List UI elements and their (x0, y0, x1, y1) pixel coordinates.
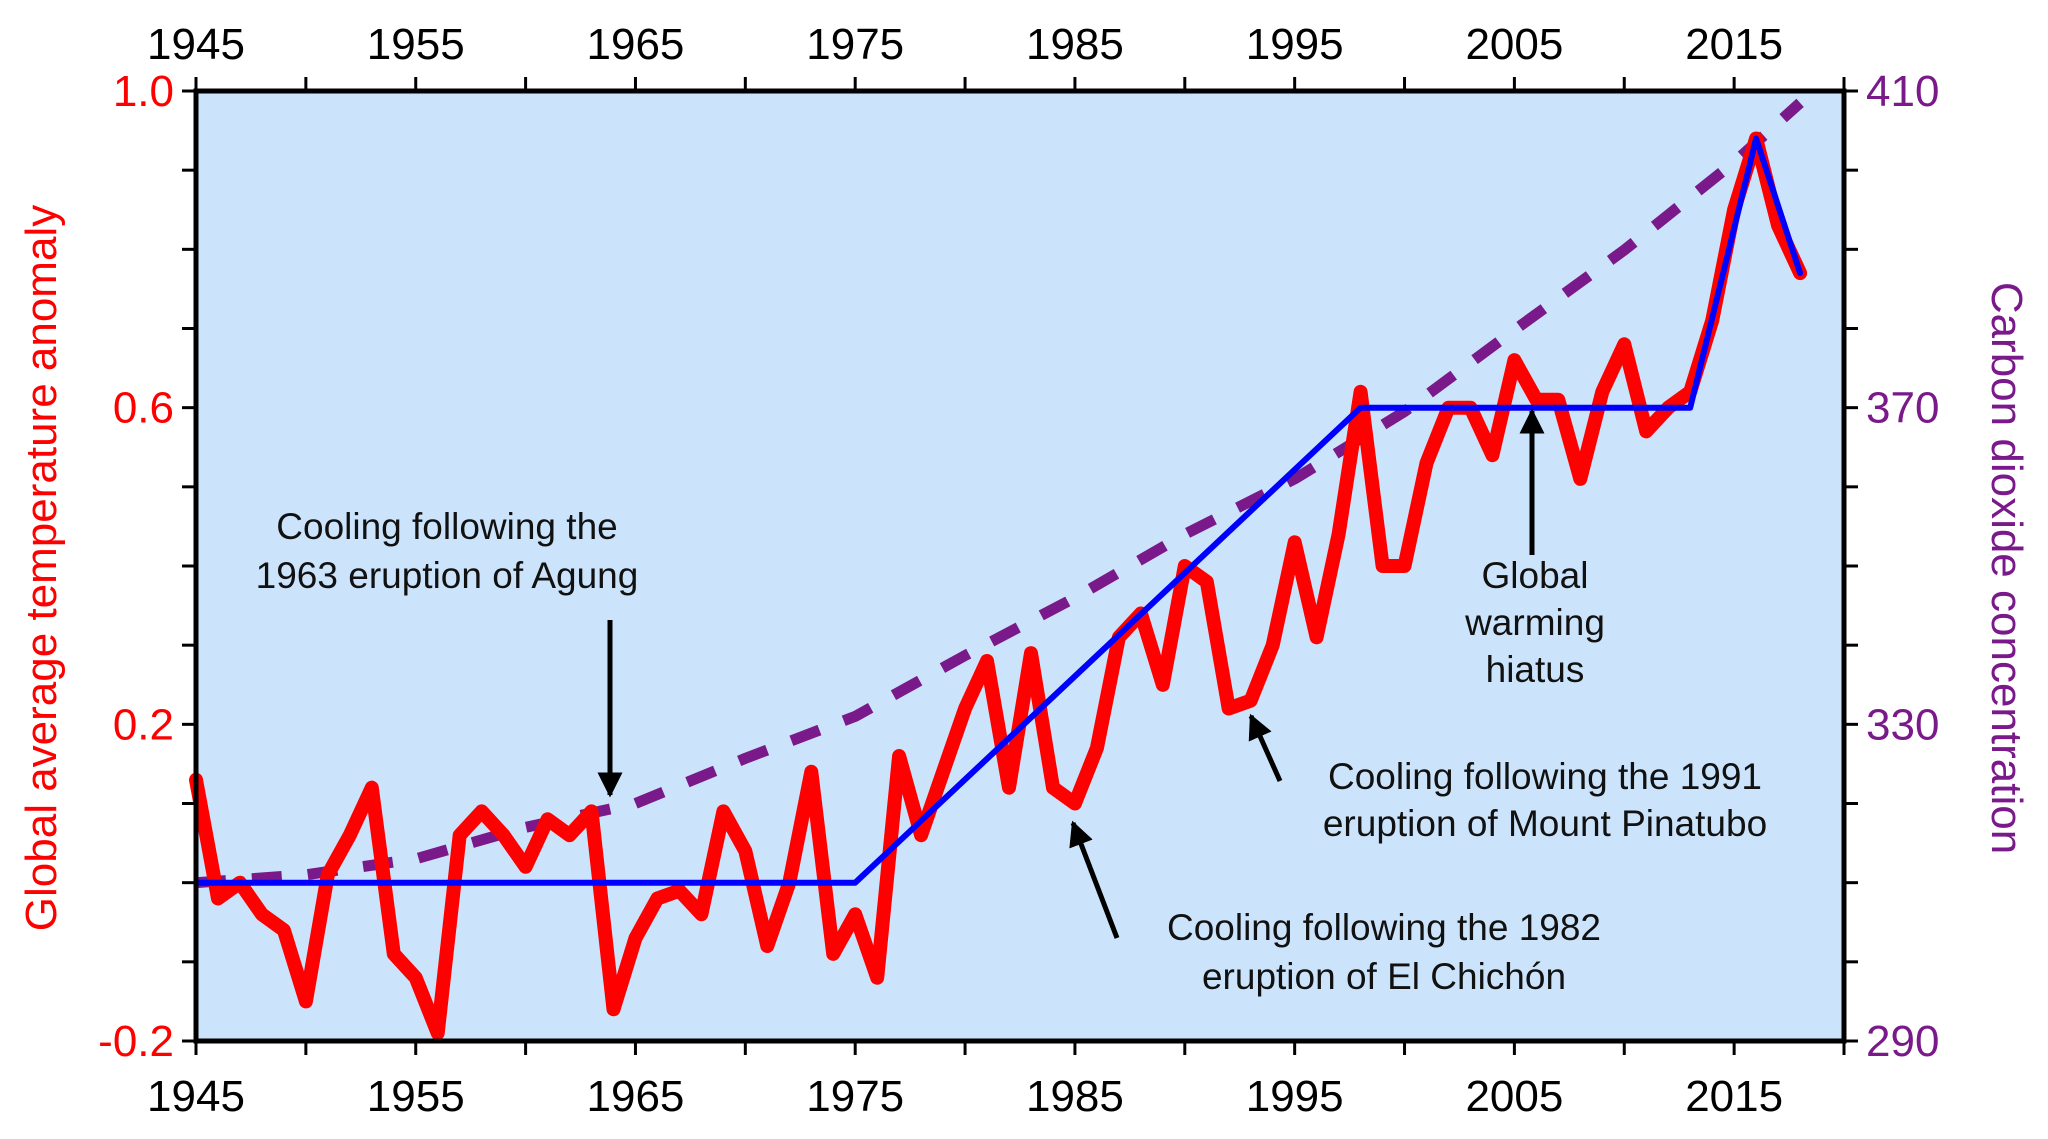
annotation-el-chichon-arrow (1069, 820, 1120, 939)
annotation-pinatubo-arrow (1248, 713, 1283, 783)
x-tick-label-top: 1995 (1246, 20, 1344, 69)
x-tick-label-top: 1985 (1026, 20, 1124, 69)
y-tick-label-right: 370 (1866, 384, 1939, 433)
annotation-el-chichon-text: Cooling following the 1982 (1167, 907, 1601, 948)
y-tick-label-left: -0.2 (98, 1017, 174, 1066)
y-tick-label-left: 1.0 (113, 67, 174, 116)
x-tick-label-top: 2005 (1465, 20, 1563, 69)
y-tick-label-right: 290 (1866, 1017, 1939, 1066)
annotation-agung-text: Cooling following the (276, 506, 617, 547)
y-axis-title-left: Global average temperature anomaly (17, 205, 66, 931)
annotation-el-chichon-text: eruption of El Chichón (1202, 956, 1566, 997)
x-tick-label-bottom: 1965 (587, 1072, 685, 1121)
series-co2-line (195, 98, 1804, 889)
x-tick-label-top: 1955 (367, 20, 465, 69)
x-tick-label-bottom: 1995 (1246, 1072, 1344, 1121)
annotations-layer: Cooling following the 1963 eruption of Ag… (256, 408, 1767, 997)
x-tick-label-bottom: 2005 (1465, 1072, 1563, 1121)
series-trend-line (193, 135, 1804, 886)
annotation-hiatus-text: warming (1464, 602, 1605, 643)
annotation-pinatubo-text: eruption of Mount Pinatubo (1323, 803, 1767, 844)
annotation-hiatus-text: Global (1482, 555, 1589, 596)
x-tick-label-bottom: 1955 (367, 1072, 465, 1121)
x-tick-label-top: 1975 (806, 20, 904, 69)
series-temperature-line (189, 131, 1808, 1041)
y-tick-label-right: 410 (1866, 67, 1939, 116)
annotation-pinatubo-text: Cooling following the 1991 (1328, 756, 1762, 797)
x-tick-label-bottom: 2015 (1685, 1072, 1783, 1121)
x-tick-label-top: 1965 (587, 20, 685, 69)
y-tick-label-right: 330 (1866, 700, 1939, 749)
x-tick-label-top: 1945 (147, 20, 245, 69)
axes-layer: 1945 1945 1955 1955 1965 1965 1975 1975 1985 1985… (98, 20, 1939, 1121)
y-tick-label-left: 0.2 (113, 700, 174, 749)
x-tick-label-top: 2015 (1685, 20, 1783, 69)
series-layer (189, 98, 1808, 1041)
y-axis-title-right: Carbon dioxide concentration (1982, 282, 2031, 854)
annotation-hiatus-text: hiatus (1486, 649, 1585, 690)
x-tick-label-bottom: 1975 (806, 1072, 904, 1121)
y-tick-label-left: 0.6 (113, 384, 174, 433)
x-tick-label-bottom: 1945 (147, 1072, 245, 1121)
x-tick-label-bottom: 1985 (1026, 1072, 1124, 1121)
annotation-agung-text: 1963 eruption of Agung (256, 555, 639, 596)
